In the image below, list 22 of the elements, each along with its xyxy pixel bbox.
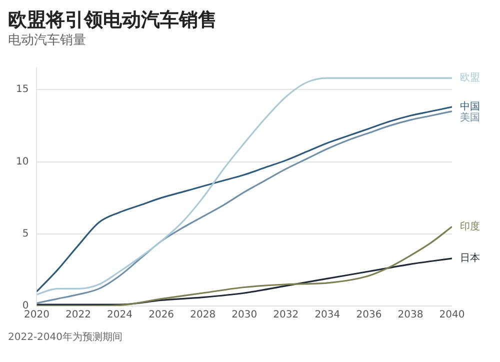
x-tick-label: 2036 — [356, 310, 382, 321]
x-tick-label: 2034 — [314, 310, 340, 321]
x-tick-label: 2026 — [148, 310, 174, 321]
x-tick-label: 2022 — [66, 310, 91, 321]
y-tick-label: 15 — [16, 84, 29, 96]
series-label: 日本 — [460, 252, 480, 264]
x-tick-label: 2032 — [273, 310, 299, 321]
chart-subtitle: 电动汽车销量 — [8, 32, 87, 50]
text: 2022-2040年为预测期间 — [8, 330, 124, 344]
x-tick-label: 2040 — [439, 310, 465, 321]
x-tick-label: 2038 — [398, 310, 424, 321]
y-tick-label: 10 — [16, 156, 29, 168]
x-tick-label: 2024 — [107, 310, 133, 321]
series-label: 中国 — [460, 100, 480, 113]
x-tick-label: 2030 — [232, 310, 258, 321]
y-tick-label: 5 — [22, 228, 29, 240]
series-label: 印度 — [460, 220, 480, 232]
series-label: 美国 — [460, 112, 480, 124]
series-label: 欧盟 — [460, 72, 480, 84]
chart-title: 欧盟将引领电动汽车销售 — [8, 8, 218, 32]
x-tick-label: 2020 — [24, 310, 50, 321]
x-tick-label: 2028 — [190, 310, 216, 321]
